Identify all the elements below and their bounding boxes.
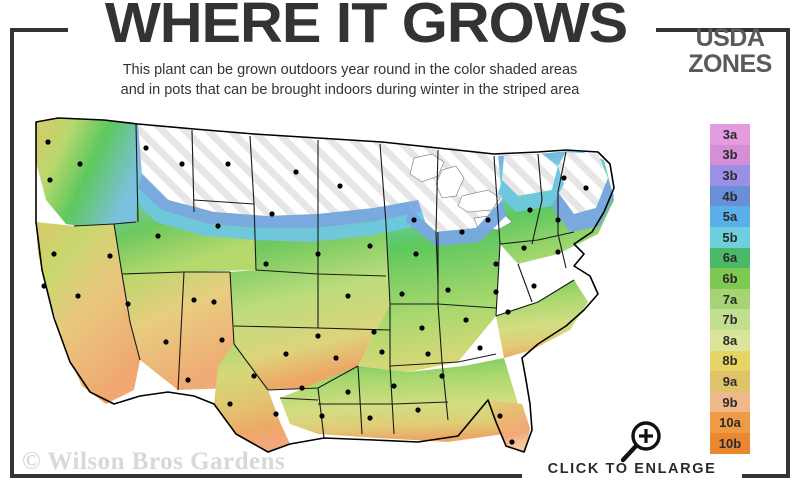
legend-swatch-5a-4: 5a <box>710 206 750 227</box>
legend-swatch-label: 6b <box>722 270 738 286</box>
legend-title-line-1: USDA <box>695 24 765 52</box>
legend-swatch-label: 5b <box>722 229 738 245</box>
legend-swatch-10a-14: 10a <box>710 412 750 433</box>
city-markers <box>41 139 589 445</box>
hardiness-zone-map[interactable] <box>18 104 668 454</box>
legend-swatch-label: 7b <box>722 312 738 328</box>
legend-swatch-6b-7: 6b <box>710 268 750 289</box>
legend-swatch-label: 9b <box>722 394 738 410</box>
legend-swatch-label: 8b <box>722 353 738 369</box>
usda-zones-legend: USDA ZONES 3a 3b 3b 4b 5a 5b 6a 6b 7a 7b 8a 8b 9a 9b 1… <box>672 20 788 472</box>
legend-swatch-label: 10a <box>719 415 741 431</box>
watermark: © Wilson Bros Gardens <box>22 448 286 475</box>
frame-border-right <box>786 28 790 478</box>
click-to-enlarge-label[interactable]: CLICK TO ENLARGE <box>547 461 717 477</box>
frame-border-top-right <box>656 28 790 32</box>
legend-swatch-label: 3b <box>722 167 738 183</box>
legend-swatch-7a-8: 7a <box>710 288 750 310</box>
legend-swatch-10b-15: 10b <box>710 432 750 454</box>
map-graphic <box>35 117 615 453</box>
legend-swatch-3b-1: 3b <box>710 144 750 166</box>
magnifier-plus-icon[interactable] <box>620 420 666 464</box>
legend-swatch-7b-9: 7b <box>710 309 750 330</box>
legend-swatch-3b-2: 3b <box>710 165 750 186</box>
legend-swatch-4b-3: 4b <box>710 185 750 207</box>
subtitle: This plant can be grown outdoors year ro… <box>30 60 670 100</box>
legend-title-line-2: ZONES <box>688 50 772 78</box>
page-title: WHERE IT GROWS <box>104 0 628 55</box>
frame-border-bottom-right <box>742 474 790 478</box>
legend-swatch-label: 10b <box>718 435 742 451</box>
legend-swatch-label: 6a <box>722 250 738 266</box>
frame-border-bottom-left <box>10 474 522 478</box>
legend-swatch-label: 7a <box>722 291 738 307</box>
subtitle-line-1: This plant can be grown outdoors year ro… <box>122 62 578 78</box>
legend-swatch-3a-0: 3a <box>710 124 750 145</box>
frame-border-top-left <box>10 28 68 32</box>
legend-swatch-label: 3b <box>722 147 738 163</box>
legend-swatch-list: 3a 3b 3b 4b 5a 5b 6a 6b 7a 7b 8a 8b 9a 9b 10a 10b <box>710 124 750 454</box>
subtitle-line-2: and in pots that can be brought indoors … <box>120 82 580 98</box>
country-outline <box>35 117 615 453</box>
legend-swatch-label: 4b <box>722 188 738 204</box>
legend-swatch-label: 3a <box>722 126 738 142</box>
legend-swatch-label: 5a <box>722 209 738 225</box>
legend-title: USDA ZONES <box>672 25 788 77</box>
legend-swatch-label: 9a <box>722 373 738 389</box>
state-borders <box>73 123 575 439</box>
frame-border-left <box>10 28 14 478</box>
legend-swatch-8b-11: 8b <box>710 350 750 372</box>
legend-swatch-9b-13: 9b <box>710 391 750 413</box>
legend-swatch-9a-12: 9a <box>710 371 750 392</box>
legend-swatch-5b-5: 5b <box>710 226 750 248</box>
legend-swatch-8a-10: 8a <box>710 329 750 351</box>
legend-swatch-label: 8a <box>722 332 738 348</box>
legend-swatch-6a-6: 6a <box>710 247 750 269</box>
cold-zone-bands <box>134 166 614 246</box>
